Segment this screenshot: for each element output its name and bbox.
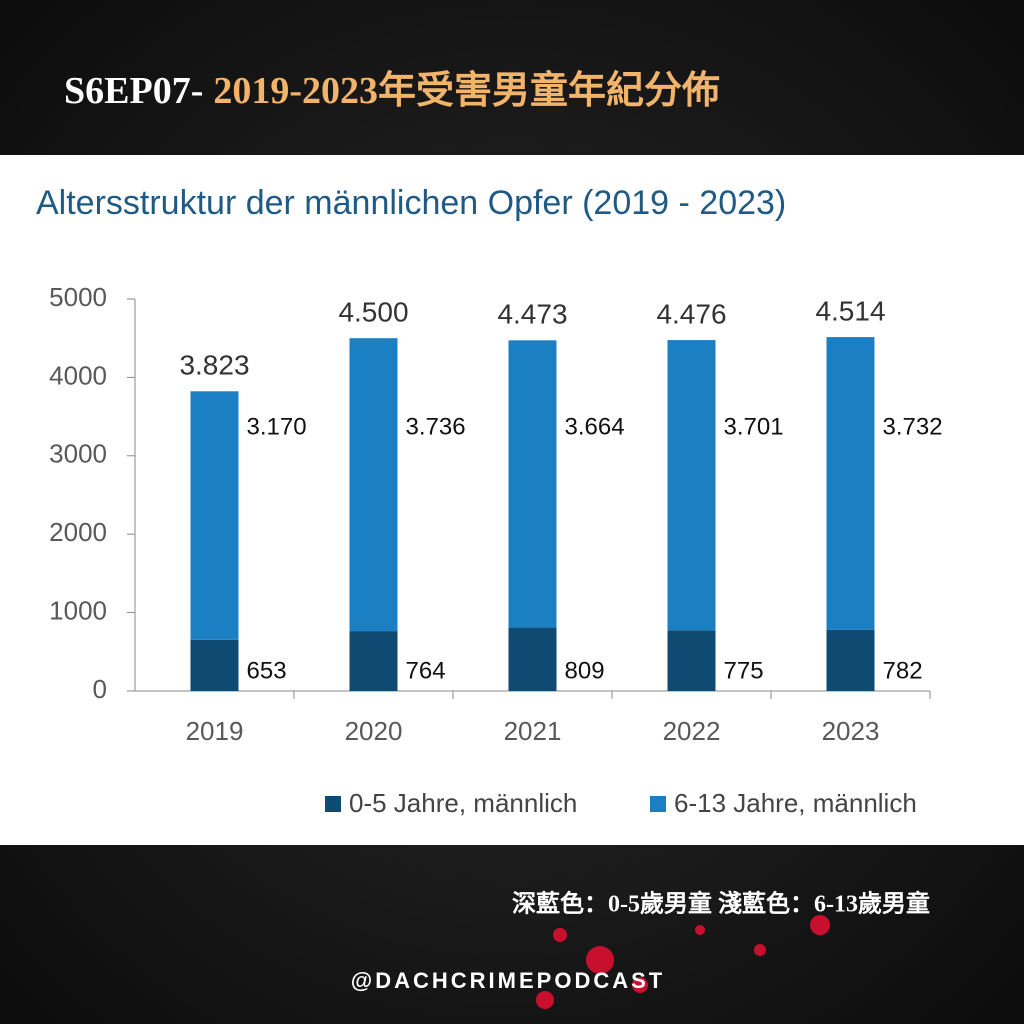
total-label: 3.823 bbox=[179, 350, 249, 381]
x-tick-label: 2022 bbox=[663, 716, 721, 746]
bar-segment bbox=[190, 391, 239, 640]
data-label: 809 bbox=[565, 657, 605, 684]
bar-segment bbox=[190, 639, 239, 691]
header-prefix: S6EP07- bbox=[64, 70, 203, 112]
data-label: 3.732 bbox=[883, 413, 943, 440]
total-label: 4.514 bbox=[815, 295, 885, 326]
data-label: 3.170 bbox=[247, 413, 307, 440]
bar-segment bbox=[667, 630, 716, 691]
legend-swatch bbox=[325, 796, 341, 812]
footer-caption: 深藍色：0-5歲男童 淺藍色：6-13歲男童 bbox=[512, 890, 930, 918]
bar-segment bbox=[826, 629, 875, 691]
x-tick-label: 2019 bbox=[186, 716, 244, 746]
header-title: 2019-2023年受害男童年紀分佈 bbox=[213, 69, 720, 112]
chart-title: Altersstruktur der männlichen Opfer (201… bbox=[36, 184, 786, 222]
x-tick-label: 2020 bbox=[345, 716, 403, 746]
total-label: 4.500 bbox=[338, 297, 408, 328]
legend-label: 6-13 Jahre, männlich bbox=[674, 788, 917, 818]
y-tick-label: 5000 bbox=[49, 282, 107, 312]
x-tick-label: 2023 bbox=[822, 716, 880, 746]
y-tick-label: 3000 bbox=[49, 439, 107, 469]
data-label: 3.664 bbox=[565, 413, 625, 440]
bar-segment bbox=[667, 340, 716, 631]
data-label: 3.701 bbox=[724, 413, 784, 440]
legend-label: 0-5 Jahre, männlich bbox=[349, 788, 577, 818]
y-tick-label: 0 bbox=[93, 674, 107, 704]
y-tick-label: 4000 bbox=[49, 360, 107, 390]
x-tick-label: 2021 bbox=[504, 716, 562, 746]
legend-swatch bbox=[650, 796, 666, 812]
data-label: 764 bbox=[406, 657, 446, 684]
total-label: 4.476 bbox=[656, 298, 726, 329]
data-label: 3.736 bbox=[406, 413, 466, 440]
blood-splatter bbox=[536, 915, 830, 1009]
total-label: 4.473 bbox=[497, 299, 567, 330]
y-tick-label: 1000 bbox=[49, 595, 107, 625]
data-label: 775 bbox=[724, 657, 764, 684]
bar-segment bbox=[349, 631, 398, 691]
bar-segment bbox=[508, 340, 557, 628]
header: S6EP07- 2019-2023年受害男童年紀分佈 bbox=[64, 69, 720, 112]
data-label: 653 bbox=[247, 657, 287, 684]
bar-segment bbox=[349, 338, 398, 632]
footer-handle: @DACHCRIMEPODCAST bbox=[351, 968, 665, 993]
bar-segment bbox=[508, 627, 557, 691]
bar-segment bbox=[826, 337, 875, 630]
y-tick-label: 2000 bbox=[49, 517, 107, 547]
data-label: 782 bbox=[883, 657, 923, 684]
